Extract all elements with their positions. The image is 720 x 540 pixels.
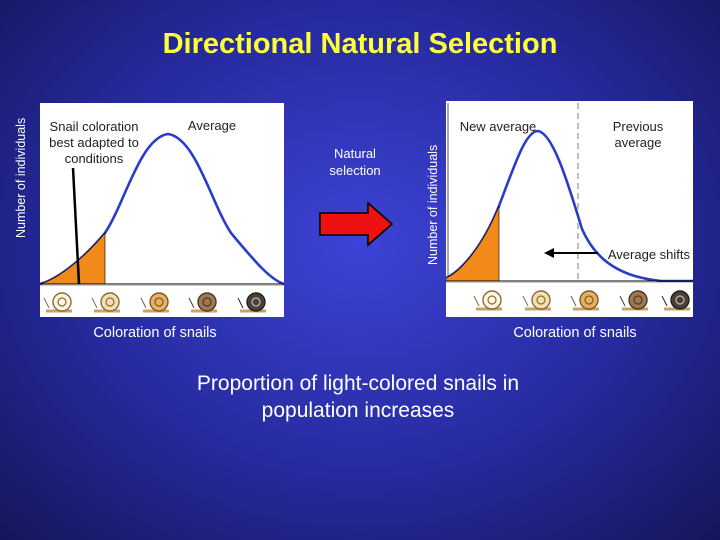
- left-y-axis-label: Number of individuals: [14, 117, 28, 238]
- annotation-new-average: New average: [459, 119, 537, 134]
- right-x-axis-label: Coloration of snails: [513, 325, 637, 341]
- left-bell-curve-chart: [40, 132, 284, 286]
- snail-icon: [237, 292, 266, 313]
- snail-icon: [570, 290, 599, 311]
- right-graph-panel: New average Previous average Average shi…: [446, 101, 693, 317]
- snail-icon: [619, 290, 648, 311]
- natural-selection-label: Natural selection: [329, 146, 381, 178]
- left-snail-icons: [43, 292, 266, 313]
- right-bell-curve-chart: [446, 103, 693, 283]
- annotation-best-adapted: Snail coloration best adapted to conditi…: [49, 119, 139, 166]
- left-x-axis-label: Coloration of snails: [93, 325, 217, 341]
- left-pointer-line: [71, 167, 81, 285]
- left-shaded-tail: [40, 232, 106, 285]
- snail-icon: [91, 292, 120, 313]
- left-graph-panel: Snail coloration best adapted to conditi…: [40, 103, 284, 317]
- snail-icon: [473, 290, 502, 311]
- snail-icon: [43, 292, 72, 313]
- snail-icon: [188, 292, 217, 313]
- conclusion-text: Proportion of light-colored snails in po…: [196, 372, 520, 422]
- right-arrow-icon: [319, 201, 394, 247]
- right-y-axis-label: Number of individuals: [426, 144, 440, 265]
- arrow-left-icon: [544, 248, 554, 258]
- annotation-previous-average: Previous average: [612, 119, 664, 150]
- snail-icon: [140, 292, 169, 313]
- slide-title: Directional Natural Selection: [162, 28, 558, 60]
- left-snail-row: [40, 285, 284, 317]
- snail-icon: [522, 290, 551, 311]
- right-snail-row: [446, 282, 693, 317]
- annotation-average: Average: [187, 118, 237, 133]
- snail-icon: [661, 290, 690, 311]
- right-shaded-tail: [446, 205, 500, 282]
- right-snail-icons: [473, 290, 690, 311]
- annotation-average-shifts: Average shifts: [607, 247, 690, 262]
